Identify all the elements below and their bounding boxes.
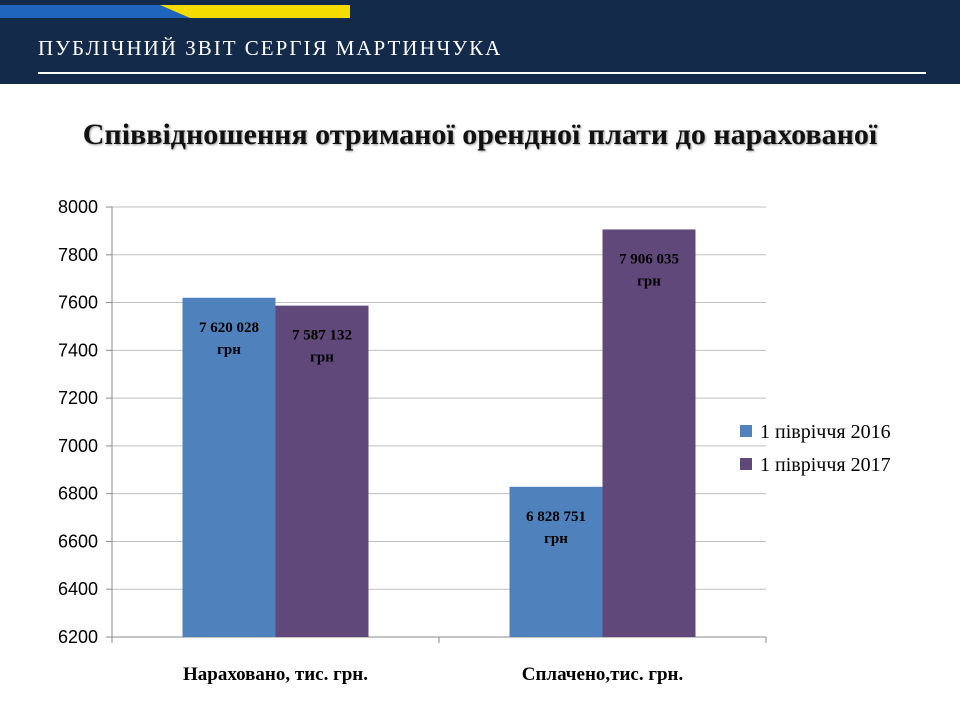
legend-label: 1 півріччя 2017 [760,454,891,476]
y-tick-label: 7600 [58,293,98,313]
y-tick-label: 7200 [58,388,98,408]
bar [182,297,276,637]
y-tick-label: 7800 [58,245,98,265]
bar [602,229,696,637]
legend-swatch [740,458,752,470]
data-label: 7 620 028 [199,320,259,336]
data-label: 7 906 035 [619,251,679,267]
header-divider [38,72,926,74]
header-title: ПУБЛІЧНИЙ ЗВІТ СЕРГІЯ МАРТИНЧУКА [38,36,503,60]
legend-label: 1 півріччя 2016 [760,421,891,443]
flag-stripe [0,5,350,18]
y-tick-label: 7000 [58,436,98,456]
y-tick-label: 6800 [58,484,98,504]
bar [275,305,369,637]
x-category-label: Нараховано, тис. грн. [183,664,368,685]
data-label: грн [217,342,241,358]
data-label: грн [544,531,568,547]
x-category-label: Сплачено,тис. грн. [522,664,684,685]
y-tick-label: 8000 [58,197,98,217]
chart-title: Співвідношення отриманої орендної плати … [82,118,878,151]
y-tick-label: 6600 [58,531,98,551]
data-label: 7 587 132 [292,328,352,344]
data-label: 6 828 751 [526,509,586,525]
flag-stripe-blue [0,5,190,18]
slide-header: ПУБЛІЧНИЙ ЗВІТ СЕРГІЯ МАРТИНЧУКА [0,0,960,84]
y-tick-label: 6400 [58,579,98,599]
y-tick-label: 7400 [58,340,98,360]
data-label: грн [310,350,334,366]
y-tick-label: 6200 [58,627,98,647]
flag-stripe-yellow [160,5,350,18]
data-label: грн [637,273,661,289]
bar [509,486,603,637]
legend-swatch [740,425,752,437]
